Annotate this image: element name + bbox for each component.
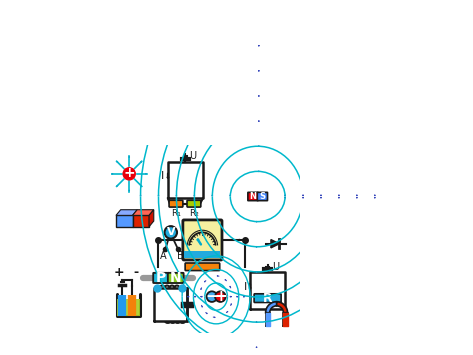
Text: I: I [161,171,165,181]
Polygon shape [271,240,280,248]
FancyBboxPatch shape [183,220,222,260]
Circle shape [207,291,217,302]
FancyBboxPatch shape [187,200,201,207]
Polygon shape [266,302,277,313]
Polygon shape [132,210,154,215]
FancyBboxPatch shape [153,273,169,283]
Text: +: + [114,266,124,279]
FancyBboxPatch shape [254,294,281,302]
Circle shape [215,291,226,302]
Text: +: + [214,289,227,304]
Polygon shape [149,210,154,227]
Bar [116,299,140,316]
Text: B: B [177,251,184,262]
Polygon shape [277,302,288,313]
Polygon shape [132,215,149,227]
Text: U: U [190,151,197,161]
Circle shape [165,226,177,239]
Text: -: - [133,266,138,279]
FancyBboxPatch shape [185,263,220,271]
FancyBboxPatch shape [257,192,268,201]
Polygon shape [116,215,132,227]
Text: I: I [244,282,247,292]
FancyBboxPatch shape [248,192,258,201]
Polygon shape [116,210,137,215]
FancyBboxPatch shape [169,200,183,207]
Text: U: U [272,262,279,272]
Text: S: S [259,192,265,201]
Text: R₂: R₂ [189,209,199,218]
Bar [184,251,220,258]
Text: R₁: R₁ [171,209,181,218]
Text: +: + [123,166,135,180]
Text: N: N [170,271,182,285]
Text: R: R [263,292,272,305]
Text: P: P [156,271,166,285]
Text: A: A [160,251,166,262]
FancyBboxPatch shape [168,273,184,283]
Text: N: N [249,192,256,201]
Circle shape [123,168,135,180]
Text: −: − [205,289,218,304]
Text: V: V [166,227,175,237]
